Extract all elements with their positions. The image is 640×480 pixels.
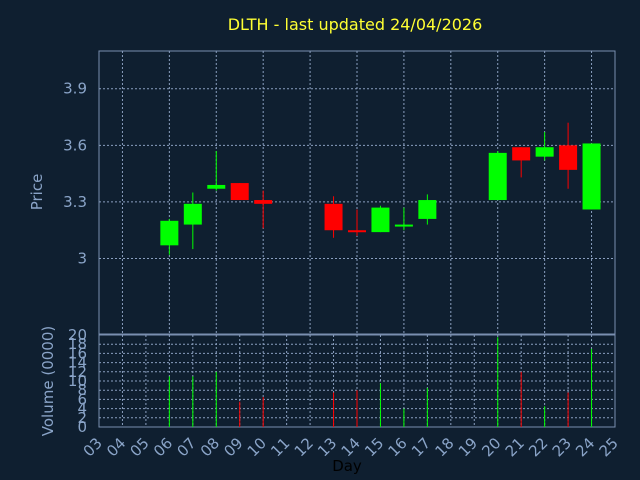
candle-day-21 [512,147,531,178]
x-tick-label: 05 [127,434,153,460]
volume-tick-label: 0 [77,418,87,436]
x-tick-label: 11 [267,434,293,460]
x-tick-label: 24 [572,434,598,460]
x-tick-label: 12 [291,434,317,460]
candle-body [230,183,249,201]
x-tick-label: 22 [525,434,551,460]
volume-bar-day-17 [426,387,428,427]
volume-bar-day-23 [567,392,569,427]
candle-body [535,147,554,157]
volume-bar-day-9 [239,401,241,427]
volume-tick-label: 4 [77,400,87,418]
volume-bar-day-8 [215,371,217,427]
volume-bar-day-14 [356,390,358,427]
volume-bar-day-21 [520,371,522,427]
x-tick-label: 16 [385,434,411,460]
candle-body [394,224,413,227]
candle-day-23 [559,122,578,189]
candle-body [559,145,578,170]
candle-body [512,147,531,161]
x-tick-label: 03 [80,434,106,460]
candle-body [582,143,601,210]
volume-tick-label: 18 [68,335,87,353]
volume-tick-label: 16 [68,344,87,362]
candle-day-10 [254,190,273,229]
x-tick-label: 09 [220,434,246,460]
x-tick-label: 20 [478,434,504,460]
x-tick-label: 18 [431,434,457,460]
volume-bar-day-13 [333,392,335,427]
price-tick-label: 3.9 [63,80,87,98]
candle-day-20 [488,150,507,201]
volume-bar-day-10 [262,397,264,427]
x-tick-label: 06 [150,434,176,460]
volume-tick-label: 2 [77,409,87,427]
volume-tick-label: 6 [77,390,87,408]
candle-body [348,230,366,233]
volume-tick-label: 14 [68,354,87,372]
candle-body [371,207,390,233]
volume-axis-label: Volume (0000) [39,326,57,436]
candle-day-24 [582,143,601,210]
volume-bar-day-20 [497,337,499,427]
x-tick-label: 10 [244,434,270,460]
candle-body [324,203,343,231]
volume-bar-day-7 [192,376,194,427]
x-tick-label: 07 [173,434,199,460]
candle-day-15 [371,205,390,233]
candle-day-7 [183,192,202,250]
price-tick-label: 3.6 [63,136,87,154]
candle-body [488,152,507,201]
volume-tick-label: 10 [68,372,87,390]
volume-panel: 0246810121416182003040506070809101112131… [68,326,622,460]
volume-bar-day-6 [168,376,170,427]
x-tick-label: 23 [549,434,575,460]
price-tick-label: 3.3 [63,193,87,211]
x-tick-label: 19 [455,434,481,460]
x-axis-label: Day [332,457,362,475]
candle-body [254,200,273,204]
candle-body [207,184,226,189]
x-tick-label: 17 [408,434,434,460]
x-tick-label: 15 [361,434,387,460]
volume-tick-label: 20 [68,326,87,344]
x-tick-label: 08 [197,434,223,460]
candle-day-13 [324,196,343,238]
price-panel: 3 3.3 3.6 3.9 [63,50,616,335]
chart-title: DLTH - last updated 24/04/2026 [228,15,483,34]
x-tick-label: 04 [103,434,129,460]
candle-body [183,203,202,225]
volume-tick-label: 12 [68,363,87,381]
candle-day-9 [230,183,249,201]
candle-day-16 [394,207,413,231]
price-axis-label: Price [28,174,46,211]
volume-bar-day-16 [403,408,405,427]
candle-day-6 [160,218,179,255]
x-tick-label: 25 [596,434,622,460]
candle-day-14 [348,209,366,236]
volume-bar-day-15 [379,383,381,427]
candle-body [160,220,179,246]
candle-day-17 [418,194,437,225]
candle-body [418,200,437,219]
x-tick-label: 21 [502,434,528,460]
price-tick-label: 3 [77,250,87,268]
candle-day-8 [207,150,226,191]
volume-tick-label: 8 [77,381,87,399]
volume-bar-day-24 [591,348,593,427]
candle-day-22 [535,132,554,161]
volume-bar-day-22 [544,406,546,427]
